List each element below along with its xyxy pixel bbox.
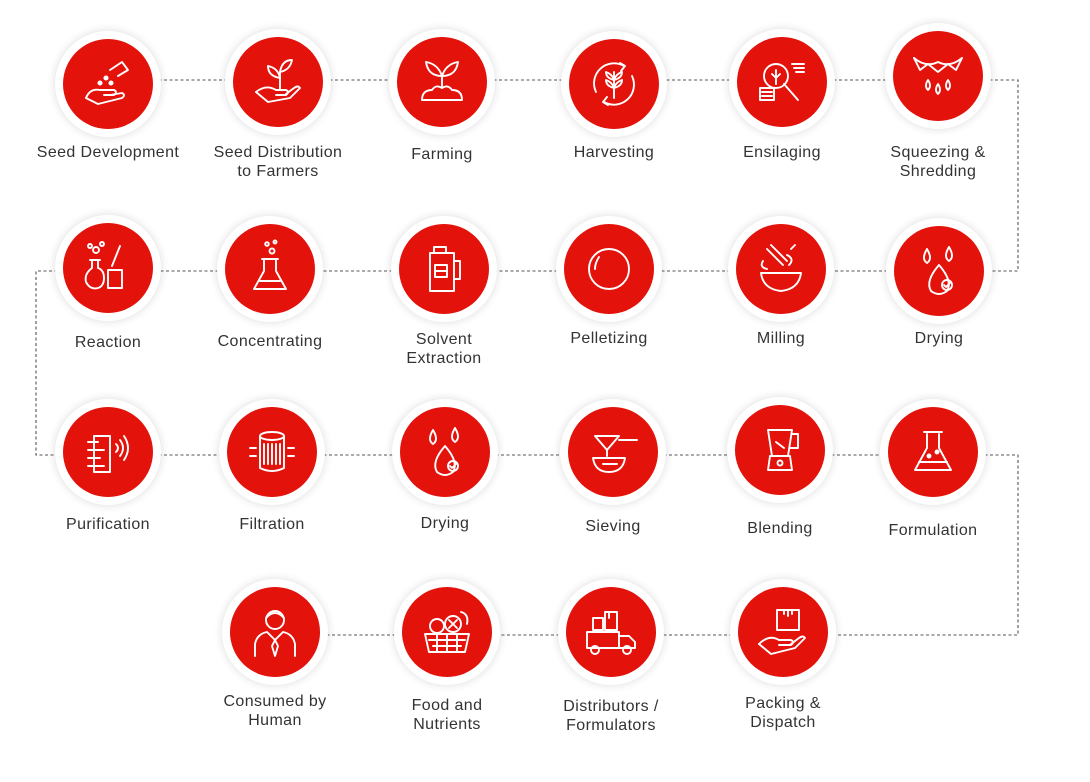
step-icon-disc [230,587,320,677]
lab-glassware-icon [84,241,123,290]
hand-sowing-seeds-icon [85,61,129,105]
step-label: Drying [350,514,540,533]
step-label-line: Human [248,712,302,729]
step-icon-disc [738,587,828,677]
step-icon-disc [63,39,153,129]
step-label-line: Solvent [415,331,473,348]
step-label: Packing & Dispatch [688,694,878,732]
step-label-line: Seed Development [36,144,180,161]
step-label: Blending [685,519,875,538]
hand-holding-box-icon [758,609,806,655]
step-icon-disc [566,587,656,677]
step-icon-disc [894,226,984,316]
step-label: Milling [686,329,876,348]
step-icon-disc [888,407,978,497]
step-label: Seed Development [13,143,203,162]
magnifier-analysis-icon [759,63,805,101]
step-label-line: Nutrients [413,716,481,733]
step-label: Filtration [177,515,367,534]
step-icon-disc [225,224,315,314]
step-label-line: Drying [914,330,964,347]
sieve-bowl-icon [592,435,638,473]
step-label-line: Ensilaging [743,144,821,161]
step-icon-disc [397,37,487,127]
step-label: Sieving [518,517,708,536]
step-label: Pelletizing [514,329,704,348]
filter-cartridge-icon [249,431,295,472]
step-label-line: Filtration [239,516,305,533]
step-label: Farming [347,145,537,164]
step-label-line: Formulation [888,522,978,539]
step-label-line: Packing & [745,695,821,712]
step-label-line: Blending [747,520,813,537]
step-icon-disc [399,224,489,314]
step-label-line: to Farmers [237,163,319,180]
air-purifier-icon [87,435,129,473]
step-label-line: Seed Distribution [213,144,343,161]
step-label-line: Extraction [406,350,482,367]
sprout-in-soil-icon [421,61,463,101]
solvent-can-icon [429,246,461,292]
person-icon [254,610,296,657]
step-label: Concentrating [175,332,365,351]
pellet-circle-icon [588,248,630,290]
step-label: Drying [844,329,1034,348]
step-label-line: Food and [411,697,483,714]
step-label-line: Farming [411,146,473,163]
wrung-cloth-drops-icon [913,57,963,95]
step-label-line: Distributors / [563,698,659,715]
blender-icon [767,429,799,471]
step-label-line: Dispatch [750,714,816,731]
step-label-line: Purification [66,516,150,533]
hand-holding-sprout-icon [255,59,301,103]
drops-icon [429,427,459,476]
step-label: Squeezing & Shredding [843,143,1033,181]
step-icon-disc [400,407,490,497]
step-label: Purification [13,515,203,534]
step-label: Distributors / Formulators [516,697,706,735]
step-label-line: Concentrating [217,333,323,350]
delivery-truck-icon [586,611,636,655]
grain-cycle-icon [593,62,635,106]
step-label-line: Formulators [566,717,656,734]
connector-6 [984,79,1019,272]
food-basket-icon [424,611,470,653]
step-label: Ensilaging [687,143,877,162]
step-label: Food and Nutrients [352,696,542,734]
step-label-line: Milling [756,330,806,347]
step-label-line: Squeezing & [890,144,986,161]
step-label-line: Sieving [585,518,641,535]
step-icon-disc [736,224,826,314]
connector-12 [35,270,63,456]
step-icon-disc [63,223,153,313]
mixing-bowl-icon [760,244,802,292]
flask-icon [253,239,287,290]
step-icon-disc [893,31,983,121]
step-label-line: Pelletizing [570,330,648,347]
step-label-line: Shredding [899,163,977,180]
step-icon-disc [402,587,492,677]
step-label: Reaction [13,333,203,352]
step-icon-disc [233,37,323,127]
step-icon-disc [569,39,659,129]
connector-18 [829,454,1019,636]
step-icon-disc [227,407,317,497]
step-icon-disc [63,407,153,497]
step-label-line: Harvesting [573,144,655,161]
step-label-line: Consumed by [223,693,327,710]
step-icon-disc [735,405,825,495]
step-label-line: Reaction [74,334,142,351]
drops-icon [923,246,953,295]
step-label: Harvesting [519,143,709,162]
step-label: Solvent Extraction [349,330,539,368]
step-label: Formulation [838,521,1028,540]
conical-flask-icon [914,431,952,471]
step-label-line: Drying [420,515,470,532]
step-icon-disc [568,407,658,497]
step-label: Seed Distribution to Farmers [183,143,373,181]
step-label: Consumed by Human [180,692,370,730]
step-icon-disc [737,37,827,127]
step-icon-disc [564,224,654,314]
